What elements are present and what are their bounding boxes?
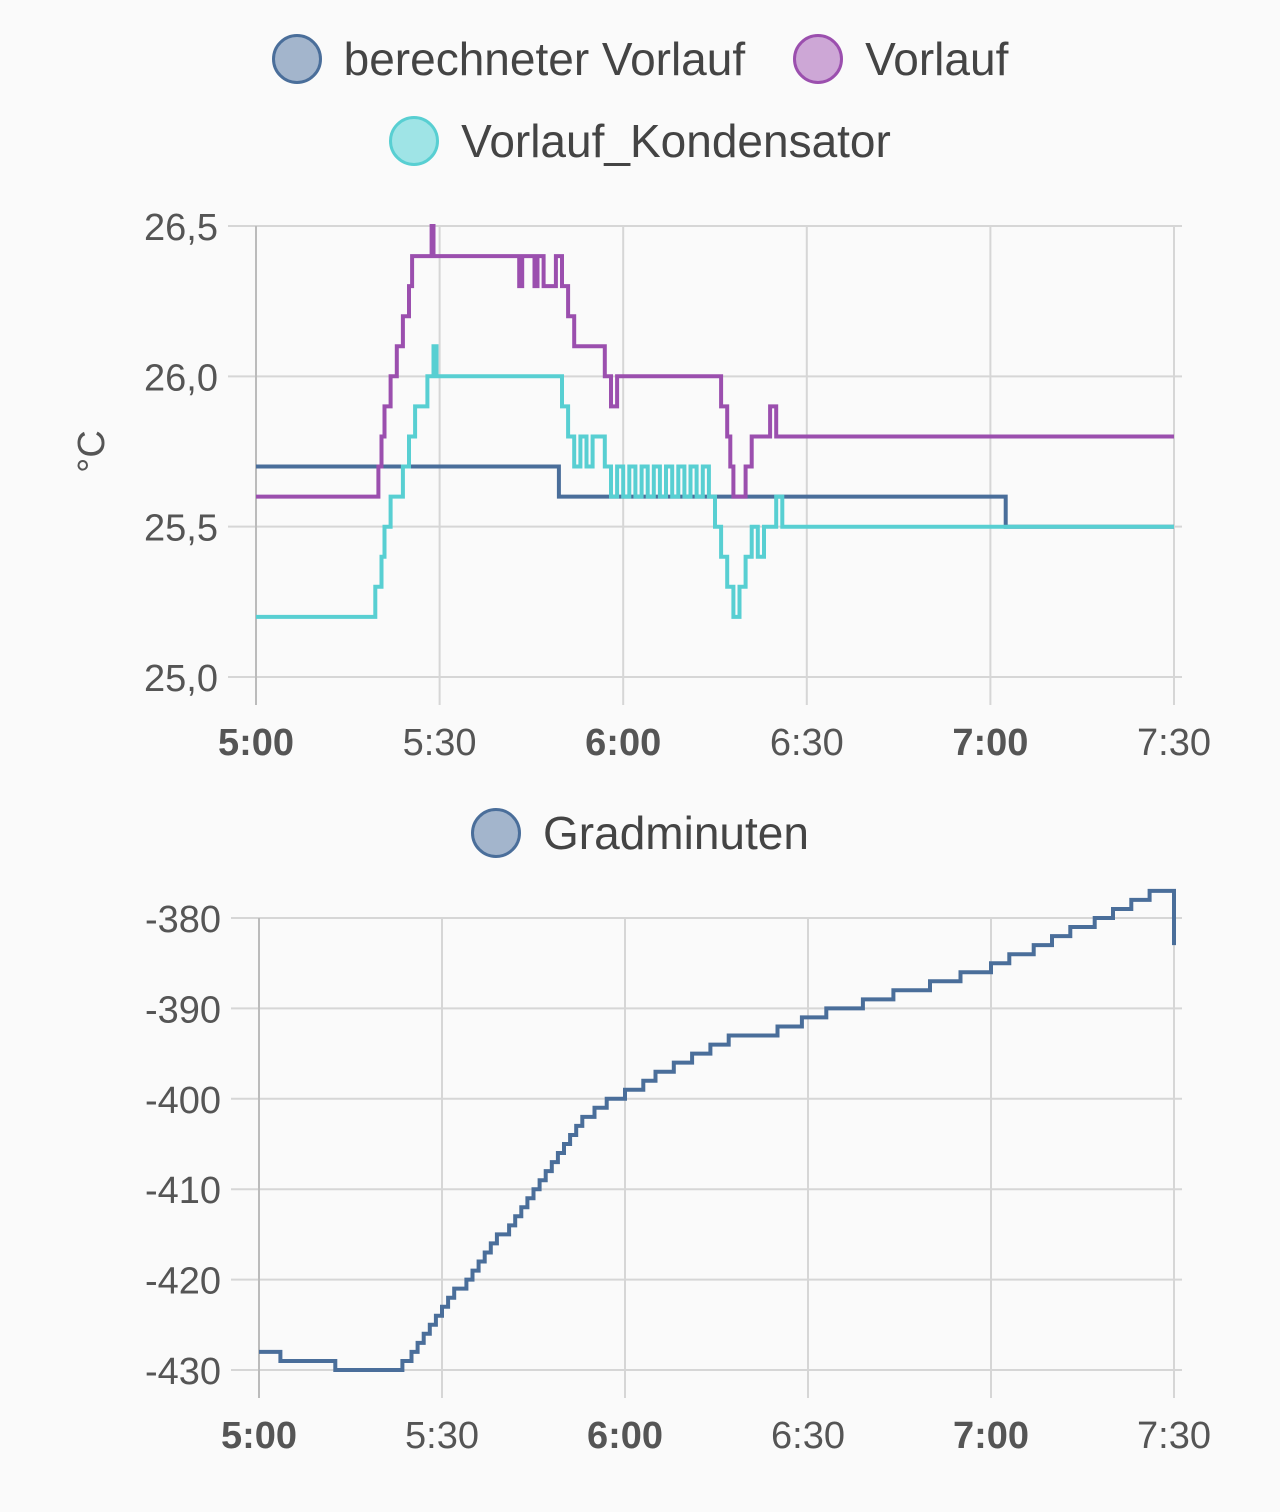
y-tick-label: 25,0 (144, 658, 218, 700)
x-tick-label: 5:00 (221, 1415, 297, 1457)
y-tick-label: -400 (145, 1080, 221, 1122)
legend-item-gradminuten[interactable]: Gradminuten (471, 792, 809, 874)
series-line-vorlauf-kondensator[interactable] (256, 344, 1174, 619)
y-tick-label: 26,0 (144, 357, 218, 399)
x-tick-label: 6:30 (770, 722, 844, 764)
legend-swatch-gradminuten (471, 808, 522, 858)
x-tick-label: 7:00 (953, 1415, 1029, 1457)
chart1-grid: 26,5 26,0 25,5 25,05:00 5:30 6:00 6:30 7:00 7:30 (144, 207, 1211, 764)
series-line-gradminuten[interactable] (259, 888, 1176, 1372)
legend-label-vorlauf: Vorlauf (865, 33, 1009, 85)
legend-swatch-vorlauf (793, 34, 844, 84)
y-tick-label: 25,5 (144, 508, 218, 550)
legend-label-berechneter-vorlauf: berechneter Vorlauf (343, 33, 746, 85)
y-tick-label: -430 (145, 1351, 221, 1393)
x-tick-label: 7:30 (1137, 722, 1211, 764)
legend-label-gradminuten: Gradminuten (543, 807, 809, 859)
y-tick-label: -390 (145, 989, 221, 1031)
y-axis-label: °C (71, 430, 113, 473)
y-tick-label: -410 (145, 1170, 221, 1212)
legend-swatch-berechneter-vorlauf (271, 34, 322, 84)
legend-item-berechneter-vorlauf[interactable]: berechneter Vorlauf (271, 18, 746, 100)
x-tick-label: 5:30 (403, 722, 477, 764)
x-tick-label: 7:30 (1137, 1415, 1211, 1457)
chart1-legend: berechneter Vorlauf Vorlauf Vorlauf_Kond… (0, 18, 1280, 182)
legend-swatch-vorlauf-kondensator (389, 116, 440, 166)
temperature-chart: 26,5 26,0 25,5 25,05:00 5:30 6:00 6:30 7:00 7:30… (71, 207, 1211, 764)
chart2-legend: Gradminuten (0, 792, 1280, 874)
y-tick-label: -380 (145, 899, 221, 941)
legend-label-vorlauf-kondensator: Vorlauf_Kondensator (461, 115, 891, 167)
y-tick-label: -420 (145, 1261, 221, 1303)
legend-item-vorlauf-kondensator[interactable]: Vorlauf_Kondensator (389, 100, 891, 182)
y-tick-label: 26,5 (144, 207, 218, 249)
x-tick-label: 5:00 (218, 722, 294, 764)
x-tick-label: 7:00 (952, 722, 1028, 764)
x-tick-label: 6:30 (771, 1415, 845, 1457)
x-tick-label: 6:00 (587, 1415, 663, 1457)
legend-item-vorlauf[interactable]: Vorlauf (793, 18, 1008, 100)
x-tick-label: 5:30 (405, 1415, 479, 1457)
series-line-vorlauf[interactable] (256, 224, 1174, 499)
x-tick-label: 6:00 (585, 722, 661, 764)
